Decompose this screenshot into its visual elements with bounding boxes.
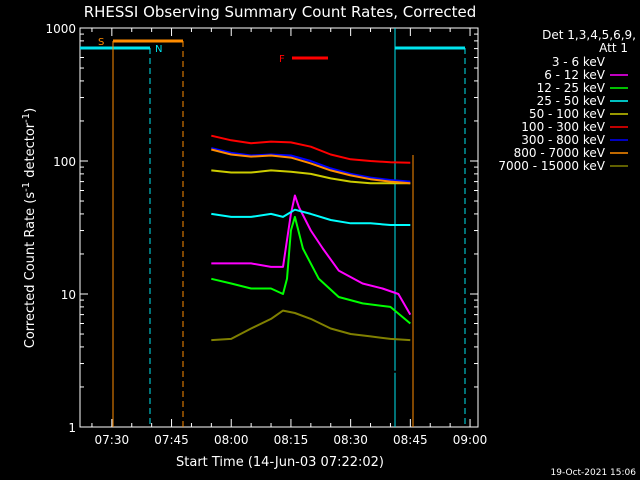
series-line-8 [211, 309, 411, 342]
y-axis-label-mid: detector [23, 122, 38, 182]
ticks [80, 27, 478, 428]
series-line-7 [211, 148, 411, 185]
series-line-3 [211, 208, 411, 226]
legend-label-1: 6 - 12 keV [544, 68, 606, 82]
legend-label-6: 300 - 800 keV [521, 133, 605, 147]
series-layer [211, 134, 412, 378]
plot-area: S N F 1 10 100 1000 07:30 07:45 08:00 08:15 08:30 0… [45, 22, 487, 447]
x-tick-label: 08:45 [393, 433, 428, 447]
x-axis-label: Start Time (14-Jun-03 07:22:02) [176, 455, 384, 470]
y-axis-label: Corrected Count Rate (s-1 detector-1) [21, 108, 38, 348]
x-tick-label: 07:30 [95, 433, 130, 447]
x-tick-label: 09:00 [453, 433, 488, 447]
legend-title-1: Det 1,3,4,5,6,9, [542, 28, 636, 42]
series-line-0 [211, 362, 403, 378]
saa-label: S [98, 37, 104, 48]
x-tick-label: 07:45 [154, 433, 189, 447]
y-tick-label: 1000 [45, 22, 76, 36]
series-line-1 [211, 194, 412, 316]
y-axis-label-sup1: -1 [21, 182, 32, 192]
series-line-6 [211, 147, 411, 183]
flare-label: F [279, 54, 285, 65]
annotations: S N F [80, 28, 466, 427]
legend-label-0: 3 - 6 keV [552, 55, 606, 69]
legend-label-3: 25 - 50 keV [537, 94, 606, 108]
legend-label-4: 50 - 100 keV [529, 107, 606, 121]
plot-frame [79, 27, 479, 428]
y-axis-label-sup2: -1 [21, 113, 32, 123]
night-label: N [155, 44, 162, 55]
x-tick-label: 08:00 [214, 433, 249, 447]
y-axis-label-main: Corrected Count Rate (s [23, 192, 38, 349]
legend-label-2: 12 - 25 keV [537, 81, 606, 95]
x-tick-label: 08:30 [333, 433, 368, 447]
legend-label-8: 7000 - 15000 keV [498, 159, 605, 173]
x-tick-label: 08:15 [274, 433, 309, 447]
legend-label-7: 800 - 7000 keV [514, 146, 606, 160]
timestamp: 19-Oct-2021 15:06 [551, 468, 637, 478]
series-line-2 [211, 215, 411, 325]
legend-title-2: Att 1 [599, 41, 628, 55]
chart-title: RHESSI Observing Summary Count Rates, Co… [84, 3, 477, 21]
legend-label-5: 100 - 300 keV [521, 120, 605, 134]
y-tick-label: 1 [68, 421, 76, 435]
y-tick-label: 100 [53, 155, 76, 169]
y-axis-label-end: ) [23, 108, 38, 113]
axis-labels: 1 10 100 1000 07:30 07:45 08:00 08:15 08:30 08:45… [45, 22, 487, 447]
y-tick-label: 10 [61, 288, 76, 302]
series-line-5 [211, 134, 411, 164]
series-line-4 [211, 169, 411, 185]
